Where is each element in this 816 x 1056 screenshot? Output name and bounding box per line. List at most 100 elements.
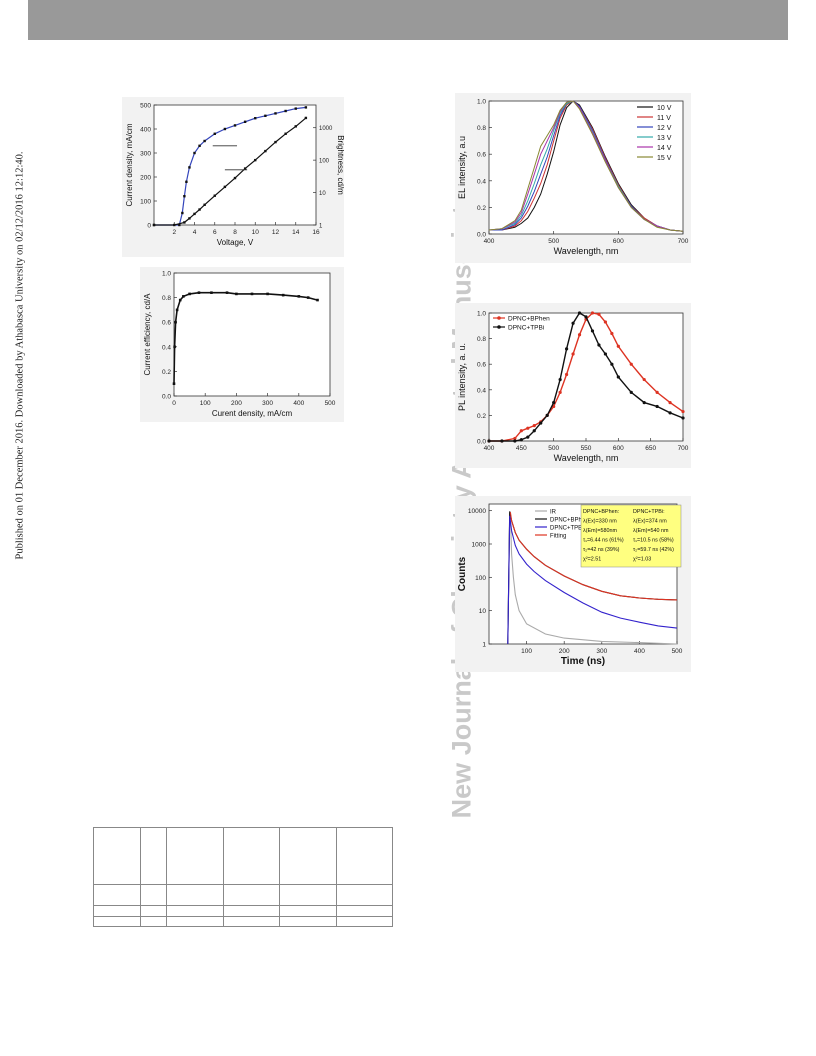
x-tick-label: 200 [559, 648, 570, 655]
data-point [539, 421, 543, 425]
legend-label: DPNC+BPhen [550, 518, 589, 524]
data-point [532, 429, 536, 433]
x-tick-label: 10 [252, 229, 260, 236]
table-cell [166, 884, 224, 906]
y-tick-label: 0.0 [477, 232, 486, 239]
data-point [181, 211, 184, 215]
y-tick-label: 0 [147, 223, 151, 230]
y-tick-label: 300 [140, 151, 151, 158]
pl-chart: 400 450 500 550 600 650 700 0.0 0.2 0.4 0.6 0.8 1.0 W… [457, 311, 689, 464]
y-tick-label: 0.4 [477, 178, 486, 185]
y-axis-label: EL intensity, a.u [457, 136, 467, 199]
x-tick-label: 100 [200, 400, 211, 407]
table-cell [279, 827, 337, 885]
fit-parameters-box [580, 504, 682, 568]
x-tick-label: 500 [548, 445, 559, 452]
data-point [526, 435, 530, 439]
data-point [188, 217, 191, 220]
data-point [526, 426, 530, 430]
y-tick-label: 0.0 [477, 439, 486, 446]
y-tick-label: 0.6 [477, 152, 486, 159]
data-point [590, 329, 595, 333]
trpl-line-2 [507, 515, 678, 645]
legend-marker [497, 316, 501, 320]
y-tick-label: 1.0 [477, 99, 486, 106]
table-cell [279, 905, 337, 917]
legend-label: 12 V [657, 125, 672, 132]
data-point [603, 320, 607, 324]
data-point [172, 382, 176, 385]
table-cell [222, 884, 281, 906]
data-point [274, 112, 277, 115]
data-point [558, 377, 562, 382]
data-point [223, 127, 227, 131]
data-point [629, 390, 633, 394]
data-point [294, 107, 297, 110]
el-figure: 400 500 600 700 0.0 0.2 0.4 0.6 0.8 1.0 Wavelength… [455, 93, 691, 263]
fit-parameter-text: λ(Em)=540 nm [633, 528, 669, 534]
y2-tick-label: 10 [319, 191, 326, 197]
x-tick-label: 16 [312, 229, 320, 236]
table-cell [166, 916, 224, 927]
x-tick-label: 8 [233, 229, 237, 236]
data-point [571, 352, 575, 356]
x-tick-label: 400 [484, 445, 495, 452]
data-point [655, 404, 659, 409]
legend-label: 15 V [657, 155, 672, 162]
x-tick-label: 0 [172, 400, 176, 407]
y2-tick-label: 1000 [319, 126, 333, 132]
data-point [198, 144, 201, 147]
el-line-11v [489, 100, 684, 232]
data-point [584, 315, 588, 319]
y-tick-label: 0.4 [162, 344, 171, 351]
table-cell [222, 827, 281, 885]
data-point [183, 195, 186, 198]
y-tick-label: 1.0 [477, 311, 486, 318]
y-tick-label: 400 [140, 127, 151, 134]
table-cell [93, 916, 141, 927]
y-tick-label: 200 [140, 175, 151, 182]
x-tick-label: 600 [613, 445, 624, 452]
table-cell [93, 905, 141, 917]
table-cell [139, 827, 168, 885]
data-point [243, 120, 247, 123]
x-tick-label: 12 [272, 229, 280, 236]
plot-area [488, 312, 684, 442]
data-point [294, 125, 297, 128]
y-tick-label: 1.0 [162, 271, 171, 278]
data-point [203, 203, 206, 206]
y2-tick-label: 100 [319, 159, 330, 165]
x-axis-label: Voltage, V [217, 238, 254, 247]
legend-label: 13 V [657, 135, 672, 142]
data-point [603, 352, 607, 356]
y-tick-label: 0.6 [477, 362, 486, 369]
y-axis-label: Current density, mA/cm [125, 123, 134, 206]
table-cell [222, 916, 281, 927]
x-tick-label: 100 [521, 648, 532, 655]
table-cell [166, 827, 224, 885]
table-cell [335, 916, 394, 927]
data-point [681, 409, 685, 414]
data-point [203, 139, 206, 143]
data-point [173, 223, 176, 227]
table-cell [166, 905, 224, 917]
data-point [233, 176, 237, 180]
legend-label: DPNC+TPBi [550, 526, 584, 532]
data-point [264, 114, 267, 117]
data-point [668, 411, 672, 415]
trpl-line-3 [509, 512, 678, 601]
table-cell [222, 905, 281, 917]
data-point [577, 311, 582, 315]
x-axis-label: Time (ns) [561, 656, 605, 667]
trpl-figure: 100 200 300 400 500 1 10 100 1000 10000 Time (ns) C… [455, 496, 691, 672]
y-tick-label: 1 [482, 642, 486, 649]
y-axis-label: PL intensity, a. u. [457, 343, 467, 411]
pl-figure: 400 450 500 550 600 650 700 0.0 0.2 0.4 0.6 0.8 1.0 W… [455, 303, 691, 468]
data-point [565, 347, 569, 351]
x-tick-label: 500 [672, 648, 683, 655]
data-point [655, 390, 659, 394]
legend-label: DPNC+TPBi [508, 325, 544, 332]
el-line-15v [488, 100, 684, 232]
data-point [642, 377, 646, 382]
data-point [552, 401, 556, 405]
